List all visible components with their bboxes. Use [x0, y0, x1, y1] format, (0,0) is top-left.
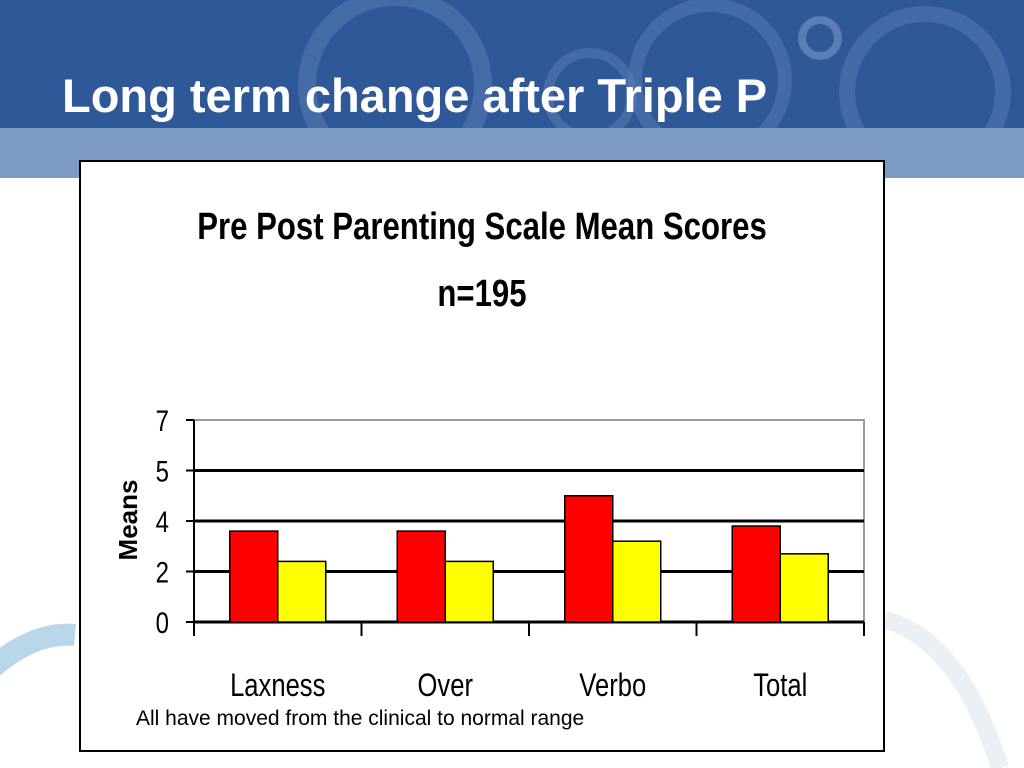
y-tick-label: 5 — [156, 454, 169, 488]
y-axis-title: Means — [113, 480, 143, 561]
y-tick-label: 0 — [156, 605, 169, 639]
chart-panel: Pre Post Parenting Scale Mean Scores n=1… — [79, 160, 885, 752]
y-tick-label: 4 — [156, 504, 169, 538]
decorative-circles — [298, 0, 1011, 128]
chart-subtitle: n=195 — [437, 273, 526, 315]
bar-pre — [396, 530, 446, 623]
bar-pre — [564, 495, 614, 623]
x-category-label: Total — [753, 668, 807, 703]
x-category-label: Laxness — [230, 668, 325, 703]
chart-svg: Pre Post Parenting Scale Mean Scores n=1… — [113, 206, 865, 704]
x-category-label: Verbo — [579, 668, 646, 703]
y-tick-label: 7 — [156, 403, 169, 437]
bar-post — [444, 560, 494, 623]
caption: All have moved from the clinical to norm… — [136, 707, 585, 730]
bar-pre — [731, 525, 781, 623]
bar-post — [612, 540, 662, 623]
y-tick-label: 2 — [156, 555, 169, 589]
slide-title: Long term change after Triple P — [62, 69, 768, 122]
bar-post — [277, 560, 327, 623]
header-band: Long term change after Triple P — [0, 0, 1024, 128]
x-category-label: Over — [418, 668, 474, 703]
chart-title: Pre Post Parenting Scale Mean Scores — [197, 206, 767, 248]
bar-post — [779, 553, 829, 623]
plot-area: 0 2 4 5 7 Laxness Over Verbo Total — [156, 403, 865, 704]
bar-pre — [229, 530, 279, 623]
